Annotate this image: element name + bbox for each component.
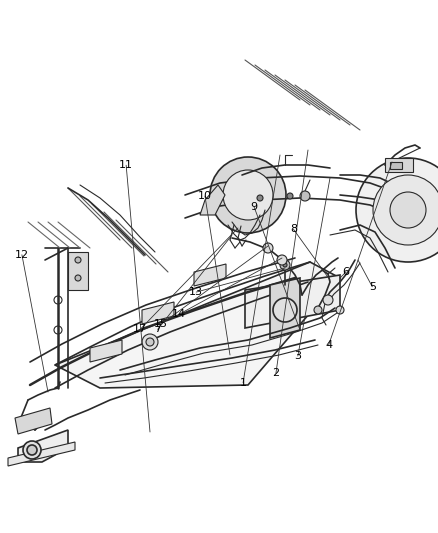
Circle shape <box>263 243 273 253</box>
Text: 15: 15 <box>154 319 168 329</box>
Circle shape <box>257 195 263 201</box>
Text: 11: 11 <box>119 160 133 170</box>
Circle shape <box>223 170 273 220</box>
Text: 7: 7 <box>154 325 161 334</box>
Polygon shape <box>194 264 226 286</box>
Circle shape <box>300 191 310 201</box>
Polygon shape <box>200 185 225 215</box>
Text: 17: 17 <box>133 325 147 334</box>
Bar <box>385 158 413 172</box>
Circle shape <box>336 306 344 314</box>
Circle shape <box>373 175 438 245</box>
Polygon shape <box>245 275 340 328</box>
Circle shape <box>280 260 290 270</box>
Circle shape <box>27 445 37 455</box>
Text: 1: 1 <box>240 378 247 387</box>
Polygon shape <box>8 442 75 466</box>
Circle shape <box>323 295 333 305</box>
Text: 4: 4 <box>325 341 332 350</box>
Circle shape <box>23 441 41 459</box>
Polygon shape <box>90 340 122 362</box>
Text: 9: 9 <box>251 202 258 212</box>
Text: 5: 5 <box>369 282 376 292</box>
Text: 14: 14 <box>172 310 186 319</box>
Text: 10: 10 <box>198 191 212 201</box>
Text: 12: 12 <box>15 250 29 260</box>
Circle shape <box>390 192 426 228</box>
Circle shape <box>277 255 287 265</box>
Circle shape <box>75 257 81 263</box>
Circle shape <box>273 298 297 322</box>
Polygon shape <box>142 302 174 324</box>
Circle shape <box>287 193 293 199</box>
Circle shape <box>356 158 438 262</box>
Text: 8: 8 <box>290 224 297 234</box>
Circle shape <box>314 306 322 314</box>
Text: 6: 6 <box>343 267 350 277</box>
Bar <box>68 252 88 290</box>
Circle shape <box>146 338 154 346</box>
Circle shape <box>283 263 287 267</box>
Text: 13: 13 <box>189 287 203 297</box>
Polygon shape <box>18 430 68 462</box>
Circle shape <box>75 275 81 281</box>
Circle shape <box>210 157 286 233</box>
Polygon shape <box>55 262 340 388</box>
Polygon shape <box>270 278 300 338</box>
Bar <box>390 162 402 169</box>
Text: 2: 2 <box>272 368 279 378</box>
Text: 3: 3 <box>294 351 301 361</box>
Circle shape <box>142 334 158 350</box>
Polygon shape <box>15 408 52 434</box>
